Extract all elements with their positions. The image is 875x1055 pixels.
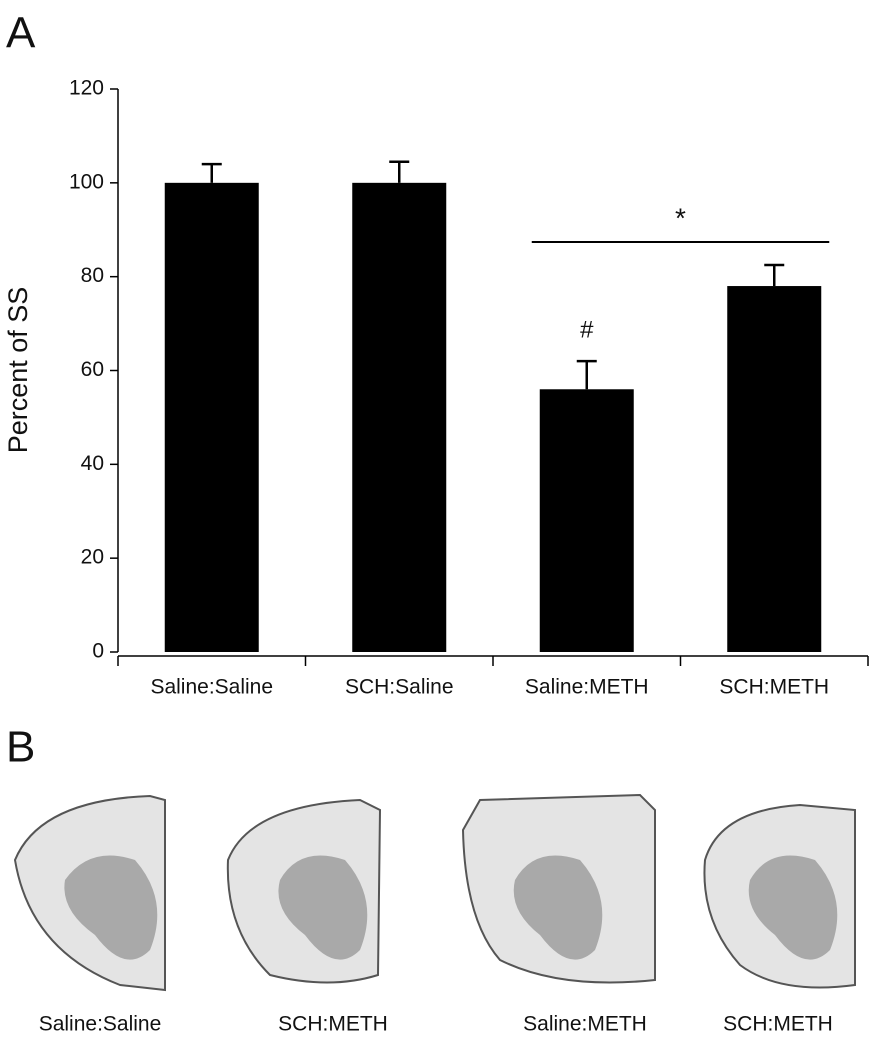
y-tick-label: 60 [81, 358, 104, 381]
panel-label: A [6, 9, 36, 58]
significance-mark: * [675, 202, 686, 233]
image-caption: Saline:METH [523, 1013, 647, 1036]
y-axis-label: Percent of SS [3, 287, 33, 454]
image-caption: SCH:METH [278, 1013, 388, 1036]
bar [352, 182, 447, 653]
y-tick-label: 20 [81, 546, 104, 569]
x-tick-label: SCH:Saline [345, 676, 454, 699]
y-tick-label: 40 [81, 452, 104, 475]
x-tick-label: SCH:METH [719, 676, 829, 699]
image-caption: SCH:METH [723, 1013, 833, 1036]
bar [727, 286, 822, 652]
y-tick-label: 100 [69, 170, 104, 193]
image-caption: Saline:Saline [39, 1013, 162, 1036]
panel-label: B [6, 723, 35, 772]
x-tick-label: Saline:Saline [150, 676, 273, 699]
y-tick-label: 80 [81, 264, 104, 287]
bar [539, 389, 634, 652]
brain-sections [13, 793, 856, 992]
annotation: # [580, 316, 594, 343]
y-tick-label: 120 [69, 77, 104, 100]
bar [164, 182, 259, 653]
x-tick-label: Saline:METH [525, 676, 649, 699]
y-tick-label: 0 [92, 640, 104, 663]
